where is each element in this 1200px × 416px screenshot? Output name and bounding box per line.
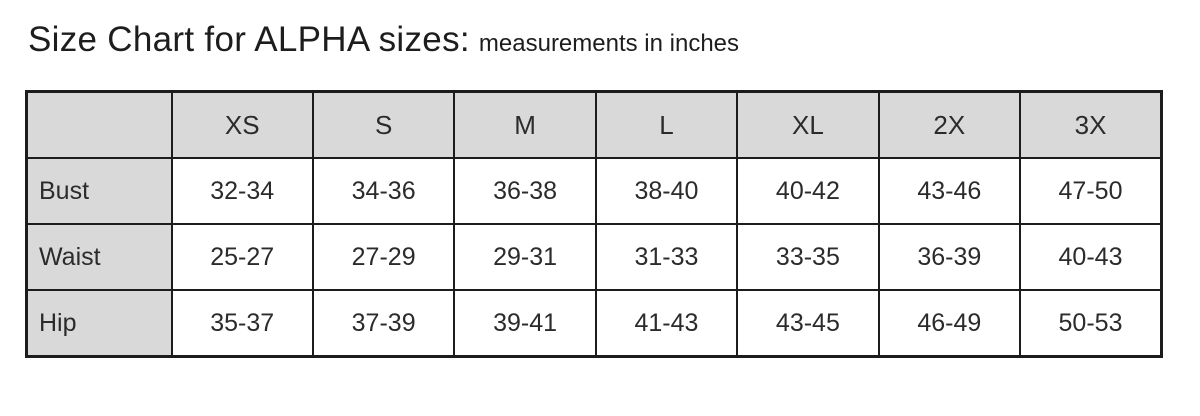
row-label-hip: Hip xyxy=(25,289,173,358)
title-subtitle: measurements in inches xyxy=(478,30,740,57)
cell-bust-l: 38-40 xyxy=(594,157,739,225)
row-label-waist: Waist xyxy=(25,223,173,291)
page-title: Size Chart for ALPHA sizes: measurements … xyxy=(28,20,1200,60)
column-header-l: L xyxy=(594,90,739,159)
header-row: XS S M L XL 2X 3X xyxy=(25,90,1163,159)
cell-waist-m: 29-31 xyxy=(453,223,597,291)
cell-hip-l: 41-43 xyxy=(594,289,739,358)
cell-waist-l: 31-33 xyxy=(594,223,739,291)
cell-bust-3x: 47-50 xyxy=(1019,157,1163,225)
cell-waist-2x: 36-39 xyxy=(877,223,1022,291)
cell-hip-m: 39-41 xyxy=(453,289,597,358)
column-header-3x: 3X xyxy=(1019,90,1163,159)
cell-bust-xl: 40-42 xyxy=(736,157,880,225)
table-row-waist: Waist 25-27 27-29 29-31 31-33 33-35 36-3… xyxy=(25,223,1163,291)
column-header-xl: XL xyxy=(736,90,880,159)
column-header-2x: 2X xyxy=(877,90,1022,159)
table-row-hip: Hip 35-37 37-39 39-41 41-43 43-45 46-49 … xyxy=(25,289,1163,358)
title-main: Size Chart for ALPHA sizes: xyxy=(28,20,470,59)
column-header-s: S xyxy=(311,90,456,159)
cell-hip-s: 37-39 xyxy=(311,289,456,358)
cell-hip-3x: 50-53 xyxy=(1019,289,1163,358)
cell-bust-2x: 43-46 xyxy=(877,157,1022,225)
cell-bust-s: 34-36 xyxy=(311,157,456,225)
column-header-xs: XS xyxy=(170,90,314,159)
cell-waist-xl: 33-35 xyxy=(736,223,880,291)
cell-hip-xs: 35-37 xyxy=(170,289,314,358)
column-header-m: M xyxy=(453,90,597,159)
row-label-bust: Bust xyxy=(25,157,173,225)
cell-waist-s: 27-29 xyxy=(311,223,456,291)
cell-waist-xs: 25-27 xyxy=(170,223,314,291)
table-row-bust: Bust 32-34 34-36 36-38 38-40 40-42 43-46… xyxy=(25,157,1163,225)
corner-cell xyxy=(25,90,173,159)
cell-hip-xl: 43-45 xyxy=(736,289,880,358)
cell-waist-3x: 40-43 xyxy=(1019,223,1163,291)
size-chart-table: XS S M L XL 2X 3X Bust 32-34 34-36 36-38… xyxy=(25,90,1163,358)
cell-hip-2x: 46-49 xyxy=(877,289,1022,358)
cell-bust-xs: 32-34 xyxy=(170,157,314,225)
cell-bust-m: 36-38 xyxy=(453,157,597,225)
